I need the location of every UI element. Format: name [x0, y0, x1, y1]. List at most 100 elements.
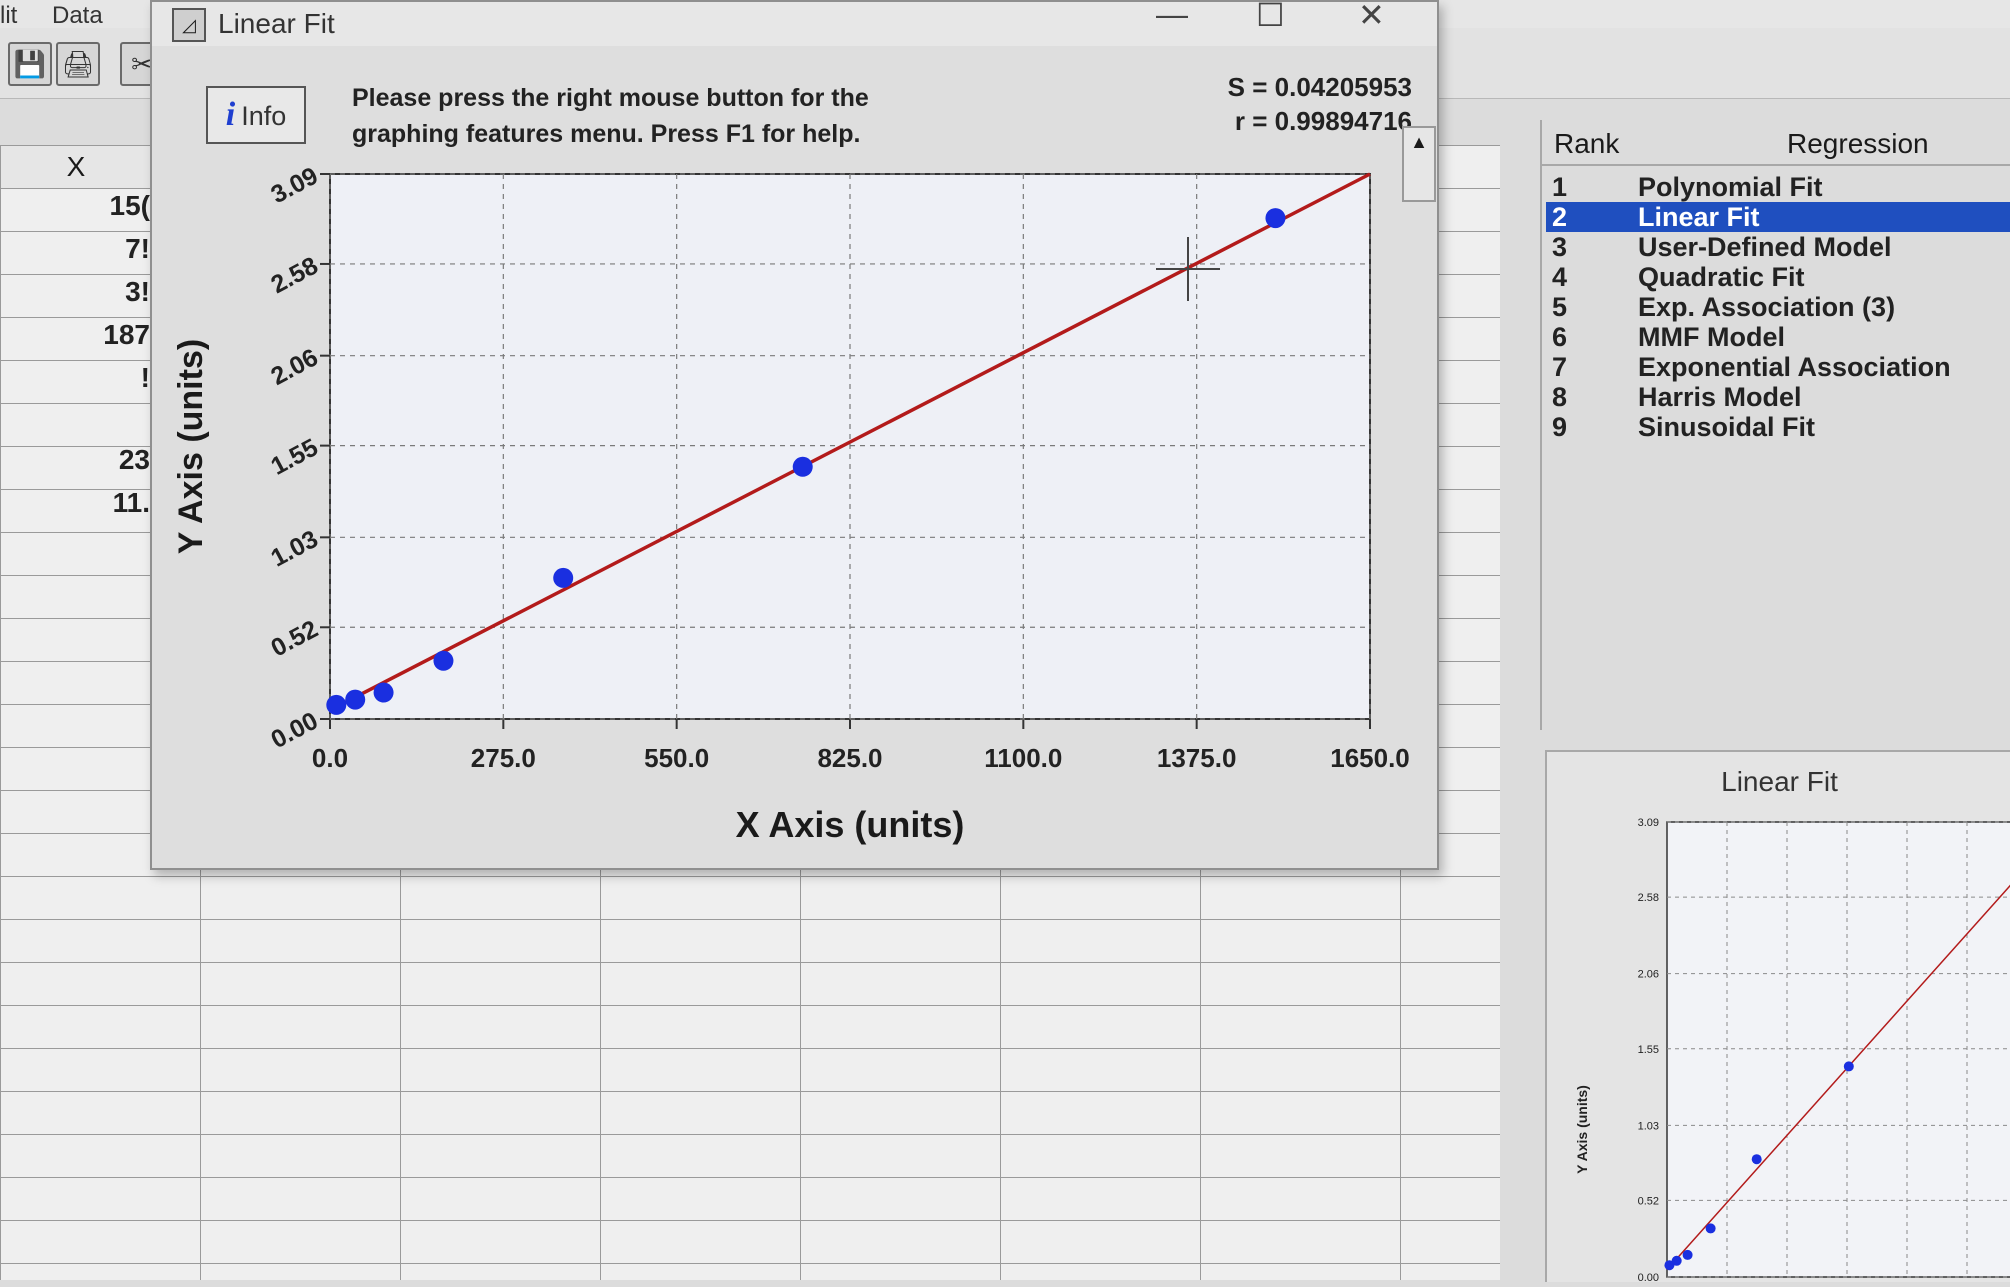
rank-row[interactable]: 9 Sinusoidal Fit	[1546, 412, 2010, 442]
crosshair-cursor	[1156, 237, 1220, 301]
rank-row[interactable]: 4 Quadratic Fit	[1546, 262, 2010, 292]
rank-row[interactable]: 5 Exp. Association (3)	[1546, 292, 2010, 322]
x-tick-label: 0.0	[312, 743, 348, 773]
info-button[interactable]: i Info	[206, 86, 306, 144]
mini-y-tick-label: 3.09	[1638, 817, 1659, 829]
regression-name: Quadratic Fit	[1638, 262, 1805, 292]
minimize-icon[interactable]: —	[1156, 0, 1188, 32]
info-icon: i	[225, 96, 236, 133]
mini-data-point	[1682, 1249, 1693, 1260]
scroll-up-button[interactable]: ▲	[1402, 126, 1436, 202]
y-tick-label: 2.06	[266, 343, 322, 391]
mini-chart-panel: Linear Fit 0.00 0.52 1.03 1.55 2.06 2.58 3.09 Y…	[1545, 750, 2010, 1284]
x-tick-label: 1650.0	[1330, 743, 1410, 773]
rank-number: 6	[1552, 322, 1568, 352]
rank-number: 7	[1552, 352, 1568, 382]
x-tick-label: 825.0	[817, 743, 882, 773]
y-axis-label: Y Axis (units)	[172, 339, 210, 554]
sheet-cell[interactable]: !	[140, 362, 150, 393]
mini-data-point	[1671, 1255, 1682, 1266]
mini-data-point	[1705, 1223, 1716, 1234]
fit-line	[329, 172, 1371, 712]
mini-plot-area	[1666, 821, 2010, 1278]
save-icon[interactable]: 💾	[8, 42, 52, 86]
print-icon[interactable]: 🖨	[56, 42, 100, 86]
mini-y-tick-label: 0.00	[1638, 1272, 1659, 1282]
data-point	[1265, 208, 1286, 229]
x-tick-label: 1375.0	[1157, 743, 1237, 773]
data-point	[553, 567, 574, 588]
regression-column-header[interactable]: Regression	[1787, 128, 1929, 159]
r-statistic: r = 0.99894716	[1234, 106, 1412, 136]
help-message: Please press the right mouse button for …	[352, 80, 952, 152]
regression-name: Linear Fit	[1638, 202, 1760, 232]
y-tick-label: 2.58	[266, 252, 322, 300]
chart-app-icon: ◿	[172, 8, 206, 42]
sheet-cell[interactable]: 11.	[112, 487, 150, 518]
linear-fit-dialog: ◿ Linear Fit — ☐ ✕ i Info Please press th…	[150, 0, 1439, 870]
rank-row[interactable]: 2 Linear Fit	[1546, 202, 2010, 232]
rank-number: 5	[1552, 292, 1568, 322]
regression-name: Exp. Association (3)	[1638, 292, 1896, 322]
help-message-line2: graphing features menu. Press F1 for hel…	[352, 120, 861, 148]
data-point	[792, 456, 813, 477]
mini-data-point	[1664, 1260, 1675, 1271]
column-header-x[interactable]: X	[0, 145, 152, 189]
sheet-cell[interactable]: 3!	[125, 276, 150, 307]
data-point	[326, 694, 347, 715]
rank-number: 3	[1552, 232, 1568, 262]
mini-fit-line	[1666, 884, 2010, 1271]
rank-row[interactable]: 6 MMF Model	[1546, 322, 2010, 352]
sheet-cell[interactable]: 7!	[125, 233, 150, 264]
menu-data[interactable]: Data	[52, 2, 103, 29]
mini-y-axis-label: Y Axis (units)	[1574, 1085, 1590, 1174]
data-point	[433, 650, 454, 671]
mini-y-tick-label: 2.06	[1638, 969, 1659, 981]
regression-name: Exponential Association	[1638, 352, 1951, 382]
rank-row[interactable]: 7 Exponential Association	[1546, 352, 2010, 382]
regression-name: Sinusoidal Fit	[1638, 412, 1816, 442]
y-tick-label: 3.09	[266, 162, 322, 210]
close-icon[interactable]: ✕	[1358, 0, 1385, 33]
rank-row[interactable]: 8 Harris Model	[1546, 382, 2010, 412]
rank-number: 2	[1552, 202, 1568, 232]
mini-y-tick-label: 1.03	[1638, 1120, 1659, 1132]
dialog-titlebar[interactable]: ◿ Linear Fit — ☐ ✕	[152, 0, 1437, 46]
rank-column-header[interactable]: Rank	[1554, 128, 1620, 159]
rank-number: 4	[1552, 262, 1568, 292]
info-button-label: Info	[241, 101, 287, 131]
mini-y-tick-label: 1.55	[1638, 1044, 1659, 1056]
mini-chart: 0.00 0.52 1.03 1.55 2.06 2.58 3.09 Y Axis (unit…	[1574, 817, 2010, 1284]
regression-rank-panel: Rank Regression 1 Polynomial Fit 2 Linear F…	[1540, 120, 2010, 730]
x-tick-label: 275.0	[471, 743, 536, 773]
mini-y-tick-label: 2.58	[1638, 892, 1659, 904]
x-axis-label: X Axis (units)	[736, 804, 965, 845]
maximize-icon[interactable]: ☐	[1256, 0, 1285, 33]
menu-edit[interactable]: lit	[0, 2, 18, 29]
regression-name: Harris Model	[1638, 382, 1802, 412]
mini-y-tick-label: 0.52	[1638, 1195, 1659, 1207]
sheet-cell[interactable]: 23	[118, 444, 150, 475]
regression-name: MMF Model	[1638, 322, 1785, 352]
help-message-line1: Please press the right mouse button for …	[352, 84, 869, 112]
linear-fit-chart[interactable]: 0.0 275.0 550.0 825.0 1100.0 1375.0 1650.00.00…	[152, 2, 1437, 868]
y-tick-label: 0.52	[266, 615, 322, 663]
rank-header: Rank Regression	[1542, 120, 2010, 166]
rank-number: 8	[1552, 382, 1568, 412]
mini-chart-title: Linear Fit	[1721, 766, 1838, 797]
data-point	[345, 689, 366, 710]
sheet-cell[interactable]: 187	[103, 319, 150, 350]
x-tick-label: 1100.0	[984, 743, 1062, 773]
mini-data-point	[1751, 1154, 1762, 1165]
rank-row[interactable]: 1 Polynomial Fit	[1546, 172, 2010, 202]
s-statistic: S = 0.04205953	[1227, 72, 1412, 102]
regression-name: User-Defined Model	[1638, 232, 1892, 262]
rank-row[interactable]: 3 User-Defined Model	[1546, 232, 2010, 262]
y-tick-label: 1.03	[266, 525, 322, 573]
x-tick-label: 550.0	[644, 743, 709, 773]
sheet-cell[interactable]: 15(	[109, 190, 150, 221]
dialog-title: Linear Fit	[218, 8, 335, 39]
rank-number: 1	[1552, 172, 1568, 202]
mini-data-point	[1843, 1061, 1854, 1072]
y-tick-label: 1.55	[266, 433, 322, 481]
